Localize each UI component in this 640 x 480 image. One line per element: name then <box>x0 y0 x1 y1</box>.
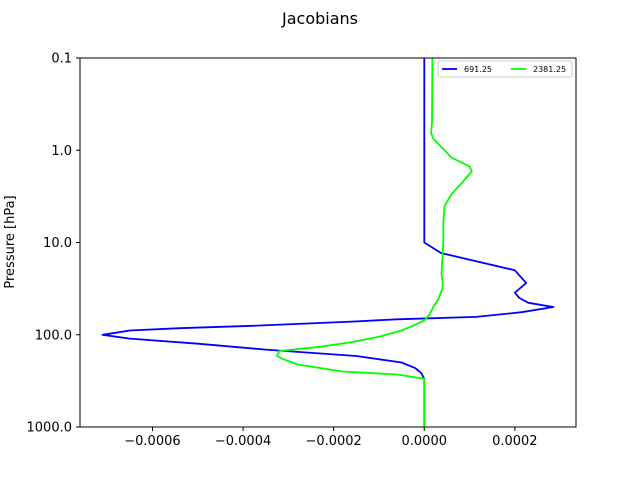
plot-lines <box>101 57 555 427</box>
plot-frame <box>79 57 577 428</box>
y-tick-label: 10.0 <box>43 236 72 251</box>
legend: 691.25 2381.25 <box>437 60 573 78</box>
x-tick-label: 0.0000 <box>402 434 448 449</box>
legend-label-1: 691.25 <box>464 65 492 74</box>
y-tick-label: 1000.0 <box>27 421 73 436</box>
legend-label-2: 2381.25 <box>533 65 566 74</box>
chart-title: Jacobians <box>281 9 358 28</box>
legend-box <box>437 60 573 78</box>
y-tick-label: 1.0 <box>51 144 72 159</box>
y-tick-label: 0.1 <box>51 52 72 67</box>
series-line-1 <box>101 58 555 427</box>
y-axis-label: Pressure [hPa] <box>3 195 18 288</box>
x-axis: −0.0006 −0.0004 −0.0002 0.0000 0.0002 <box>124 427 538 449</box>
series-line-2 <box>276 57 473 427</box>
x-tick-label: 0.0002 <box>492 434 538 449</box>
x-tick-label: −0.0006 <box>124 434 180 449</box>
y-tick-label: 100.0 <box>35 328 72 343</box>
x-tick-label: −0.0002 <box>305 434 361 449</box>
y-axis: 0.1 1.0 10.0 100.0 1000.0 <box>27 52 80 436</box>
x-tick-label: −0.0004 <box>215 434 271 449</box>
